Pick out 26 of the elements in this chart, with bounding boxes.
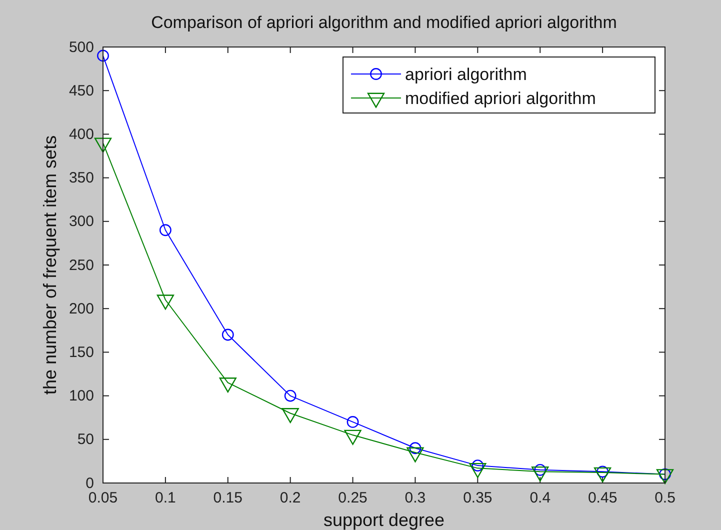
legend-label: apriori algorithm <box>405 65 527 84</box>
x-axis-title: support degree <box>323 510 445 530</box>
y-tick-label: 150 <box>68 344 94 361</box>
x-tick-label: 0.4 <box>530 490 551 507</box>
y-tick-label: 500 <box>68 38 94 56</box>
x-tick-label: 0.3 <box>404 490 426 507</box>
x-tick-label: 0.35 <box>463 490 492 507</box>
legend-label: modified apriori algorithm <box>405 89 596 108</box>
x-tick-label: 0.1 <box>155 490 176 507</box>
x-tick-label: 0.05 <box>88 490 118 507</box>
y-tick-label: 250 <box>68 256 94 274</box>
chart-title: Comparison of apriori algorithm and modified apriori algorithm <box>151 13 617 32</box>
y-tick-label: 50 <box>77 431 94 448</box>
x-tick-label: 0.5 <box>654 490 676 507</box>
x-tick-label: 0.25 <box>338 490 368 507</box>
x-tick-label: 0.45 <box>588 490 618 507</box>
y-tick-label: 200 <box>68 300 94 318</box>
x-tick-label: 0.15 <box>213 490 242 507</box>
x-tick-label: 0.2 <box>280 490 301 507</box>
y-tick-label: 400 <box>68 126 94 143</box>
y-tick-label: 450 <box>68 82 94 100</box>
y-tick-label: 300 <box>68 213 94 230</box>
y-tick-label: 100 <box>68 388 94 405</box>
y-axis-title: the number of frequent item sets <box>40 135 60 395</box>
y-tick-label: 0 <box>86 474 94 492</box>
y-tick-label: 350 <box>68 170 94 187</box>
